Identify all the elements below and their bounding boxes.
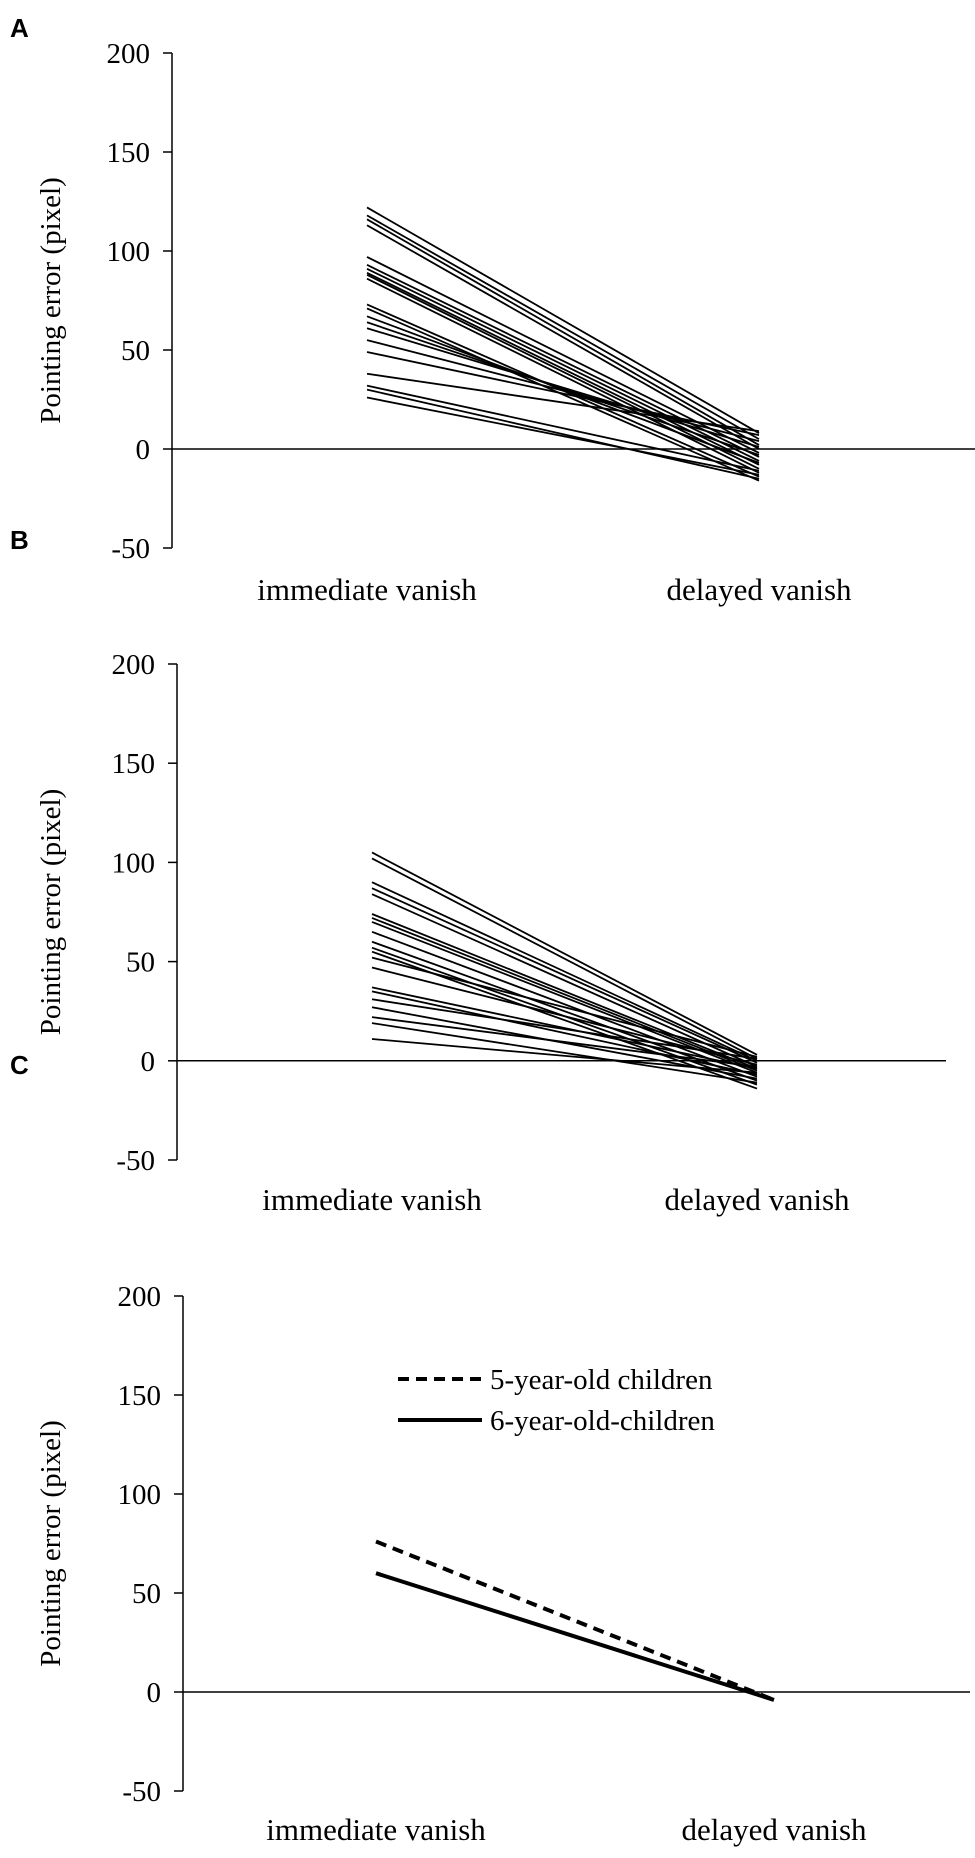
series-line bbox=[371, 917, 758, 1072]
series-line bbox=[366, 256, 760, 454]
series-line bbox=[371, 956, 758, 1058]
legend-label: 6-year-old-children bbox=[490, 1405, 715, 1437]
series-line bbox=[371, 913, 758, 1070]
y-tick-label: 200 bbox=[112, 649, 156, 681]
series-line bbox=[371, 990, 758, 1076]
y-tick-label: 100 bbox=[112, 847, 156, 879]
series-line bbox=[375, 1539, 775, 1702]
series-line bbox=[371, 986, 758, 1070]
y-tick-label: 200 bbox=[107, 38, 151, 70]
series-line bbox=[371, 940, 758, 1082]
series-line bbox=[366, 339, 760, 442]
series-line bbox=[366, 372, 760, 433]
panel-letter: C bbox=[10, 1050, 29, 1080]
y-tick-label: 0 bbox=[141, 1046, 156, 1078]
y-tick-labels: 200 150 100 50 0 -50 bbox=[112, 649, 156, 1177]
y-tick-label: 200 bbox=[118, 1281, 162, 1313]
y-tick-label: -50 bbox=[111, 533, 150, 565]
legend-label: 5-year-old children bbox=[490, 1364, 713, 1396]
y-tick-labels: 200 150 100 50 0 -50 bbox=[107, 38, 151, 565]
x-category-label: delayed vanish bbox=[666, 572, 852, 607]
series-line bbox=[371, 1038, 758, 1074]
y-tick-labels: 200 150 100 50 0 -50 bbox=[118, 1281, 162, 1808]
series-line bbox=[366, 277, 760, 474]
series-line bbox=[371, 998, 758, 1060]
series-line bbox=[371, 893, 758, 1068]
y-tick-label: 150 bbox=[107, 137, 151, 169]
y-tick-label: 0 bbox=[136, 434, 151, 466]
x-category-label: delayed vanish bbox=[664, 1182, 850, 1217]
y-tick-label: 50 bbox=[132, 1578, 161, 1610]
y-tick-label: 100 bbox=[118, 1479, 162, 1511]
x-category-label: immediate vanish bbox=[266, 1812, 486, 1847]
series-line bbox=[366, 206, 760, 434]
legend: 5-year-old children 6-year-old-children bbox=[398, 1364, 715, 1437]
series-line bbox=[366, 327, 760, 448]
y-tick-label: 100 bbox=[107, 236, 151, 268]
series-line bbox=[371, 1022, 758, 1084]
series-line bbox=[371, 851, 758, 1056]
x-category-label: immediate vanish bbox=[262, 1182, 482, 1217]
series-line bbox=[366, 224, 760, 450]
panel-a: A 200 150 100 50 0 -50 Pointing error (p… bbox=[10, 13, 975, 607]
series-line bbox=[371, 1016, 758, 1068]
series-line bbox=[366, 273, 760, 470]
series-line bbox=[371, 930, 758, 1078]
series-line bbox=[366, 268, 760, 462]
series-line bbox=[366, 384, 760, 472]
x-category-label: immediate vanish bbox=[257, 572, 477, 607]
y-tick-label: 50 bbox=[126, 947, 155, 979]
y-tick-label: -50 bbox=[122, 1776, 161, 1808]
panel-letter: A bbox=[10, 13, 29, 43]
y-tick-label: -50 bbox=[116, 1145, 155, 1177]
y-tick-label: 0 bbox=[147, 1677, 162, 1709]
series-line bbox=[366, 321, 760, 456]
series-line bbox=[371, 921, 758, 1074]
series-line bbox=[366, 388, 760, 480]
series-line bbox=[366, 315, 760, 464]
panel-letter: B bbox=[10, 525, 29, 555]
y-tick-label: 150 bbox=[112, 748, 156, 780]
series-line bbox=[371, 887, 758, 1064]
y-tick-label: 150 bbox=[118, 1380, 162, 1412]
y-axis-title: Pointing error (pixel) bbox=[35, 1420, 67, 1666]
series-line bbox=[366, 214, 760, 440]
series-line bbox=[375, 1571, 775, 1702]
series-line bbox=[371, 881, 758, 1062]
panel-b: B 200 150 100 50 0 -50 Pointing error (p… bbox=[10, 525, 946, 1217]
panel-c: C 200 150 100 50 0 -50 Pointing error (p… bbox=[10, 1050, 970, 1847]
y-tick-label: 50 bbox=[121, 335, 150, 367]
y-axis-title: Pointing error (pixel) bbox=[35, 177, 67, 423]
series-line bbox=[366, 396, 760, 476]
series-line bbox=[371, 857, 758, 1060]
x-category-label: delayed vanish bbox=[681, 1812, 867, 1847]
y-axis-title: Pointing error (pixel) bbox=[35, 789, 67, 1035]
series-line bbox=[366, 307, 760, 482]
series-line bbox=[366, 218, 760, 446]
